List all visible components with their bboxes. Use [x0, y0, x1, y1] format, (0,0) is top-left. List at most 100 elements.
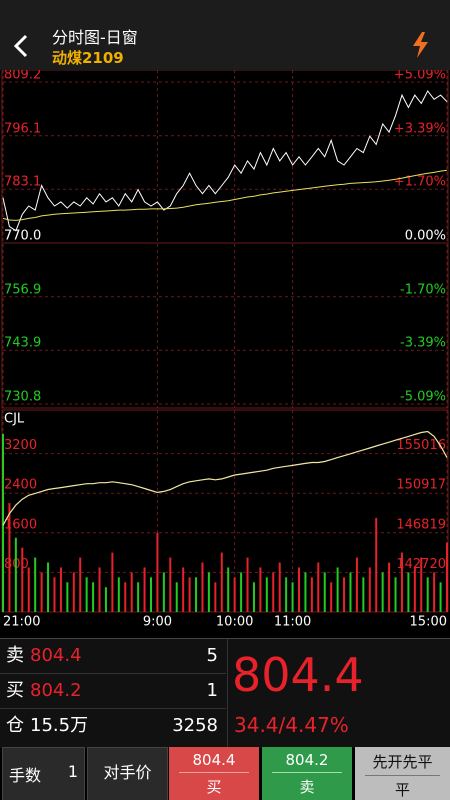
volume-bar [34, 557, 37, 612]
volume-bar [426, 577, 429, 612]
sell-label: 卖 [299, 778, 315, 796]
volume-bar [407, 572, 410, 612]
volume-bar [8, 503, 11, 612]
volume-bar [188, 577, 191, 612]
volume-bar [182, 567, 185, 612]
volume-bar [246, 557, 249, 612]
x-tick-label: 11:00 [274, 615, 311, 630]
volume-bar [285, 577, 288, 612]
volume-bar [40, 572, 43, 612]
volume-bar [330, 582, 333, 612]
sell-volume: 5 [206, 645, 218, 666]
sell-price: 804.2 [285, 751, 329, 769]
volume-bar [162, 572, 165, 612]
volume-bar [66, 582, 69, 612]
volume-bar [240, 572, 243, 612]
sell-label: 卖 [6, 645, 24, 666]
indicator-label: CJL [4, 412, 25, 427]
y2-tick-label: -5.09% [400, 390, 446, 405]
volume-bar [446, 542, 448, 612]
buy-button[interactable]: 804.4 买 [169, 747, 259, 800]
volume-bar [150, 577, 152, 612]
lots-label: 手数 [9, 766, 42, 785]
chart-frame [1, 69, 449, 409]
volume-bar [117, 577, 120, 612]
volume-bar [201, 562, 204, 612]
y-tick-label: 2400 [4, 478, 37, 493]
sell-button[interactable]: 804.2 卖 [262, 747, 352, 800]
volume-bar [53, 577, 56, 612]
volume-bar [175, 582, 178, 612]
lots-input[interactable]: 手数 1 [2, 747, 85, 800]
volume-bar [47, 562, 50, 612]
volume-bar [195, 577, 198, 612]
volume-bar [362, 577, 365, 612]
y2-tick-label: +3.39% [394, 121, 446, 136]
sell-row: 卖 804.4 5 [0, 639, 226, 674]
position-label: 仓 [6, 715, 24, 736]
volume-bar [355, 557, 358, 612]
volume-bar [349, 572, 352, 612]
back-button[interactable] [12, 34, 32, 60]
y-tick-label: 743.9 [4, 336, 41, 351]
volume-bar [394, 577, 397, 612]
y2-tick-label: -1.70% [400, 282, 446, 297]
y-tick-label: 796.1 [4, 121, 41, 136]
close-label: 平 [394, 781, 410, 799]
flash-icon[interactable] [411, 32, 431, 58]
buy-price: 804.4 [192, 751, 236, 769]
volume-bar [413, 567, 416, 612]
volume-bar [111, 552, 114, 612]
y-tick-label: 756.9 [4, 282, 41, 297]
price-change: 34.4/4.47% [234, 713, 349, 737]
y2-tick-label: +1.70% [394, 175, 446, 190]
volume-bar [21, 547, 24, 612]
volume-bar [375, 517, 378, 612]
x-tick-label: 9:00 [143, 615, 172, 630]
price-line [2, 169, 448, 221]
lots-value: 1 [67, 762, 78, 781]
quote-panel: 卖 804.4 5 买 804.2 1 仓 15.5万 3258 804.4 3… [0, 638, 450, 748]
volume-bar [72, 572, 75, 612]
price-mode[interactable]: 对手价 [87, 747, 168, 800]
close-mode: 先开先平 [372, 753, 433, 771]
volume-bar [388, 562, 391, 612]
volume-bar [137, 582, 140, 612]
volume-bar [252, 582, 255, 612]
y2-tick-label: +5.09% [394, 68, 446, 83]
sell-price: 804.4 [30, 645, 82, 666]
volume-bar [420, 557, 423, 612]
y-tick-label: 3200 [4, 438, 37, 453]
title: 分时图-日窗 [52, 28, 138, 47]
x-tick-label: 15:00 [410, 615, 447, 630]
y2-tick-label: 155016 [396, 438, 446, 453]
volume-bar [233, 577, 236, 612]
volume-bar [439, 582, 442, 612]
buy-row: 买 804.2 1 [0, 674, 226, 709]
volume-bar [291, 582, 294, 612]
last-price: 804.4 [232, 648, 364, 702]
volume-bar [259, 567, 262, 612]
volume-bar [169, 557, 172, 612]
header: 分时图-日窗 动煤2109 [0, 0, 450, 70]
chart-frame [1, 409, 449, 613]
volume-bar [27, 567, 30, 612]
y2-tick-label: 146819 [396, 517, 446, 532]
buy-label: 买 [206, 778, 222, 796]
volume-bar [336, 567, 339, 612]
volume-bar [104, 587, 107, 612]
buy-price: 804.2 [30, 680, 82, 701]
subtitle: 动煤2109 [52, 49, 124, 67]
x-tick-label: 10:00 [216, 615, 253, 630]
close-button[interactable]: 先开先平 平 [355, 747, 450, 800]
y-tick-label: 770.0 [4, 229, 41, 244]
y2-tick-label: -3.39% [400, 336, 446, 351]
buy-volume: 1 [206, 680, 218, 701]
volume-bar [310, 577, 313, 612]
volume-bar [265, 577, 268, 612]
position-change: 3258 [172, 715, 218, 736]
volume-bar [368, 567, 371, 612]
price-line [2, 90, 448, 232]
volume-bar [220, 552, 223, 612]
